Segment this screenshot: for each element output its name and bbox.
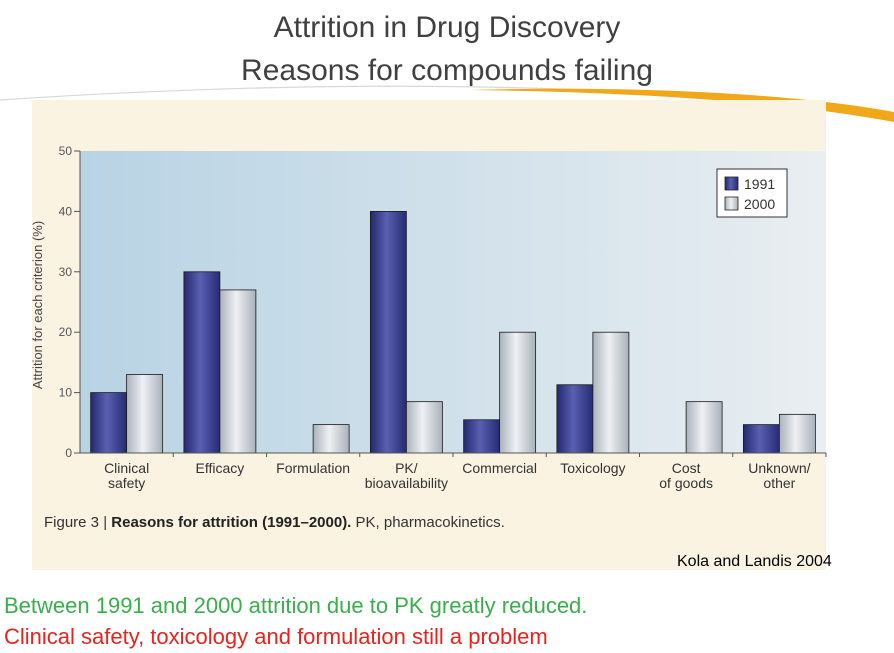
note-still-a-problem: Clinical safety, toxicology and formulat…	[4, 624, 548, 649]
bar-2000	[219, 289, 257, 454]
caption-bold-text: Reasons for attrition (1991–2000).	[111, 514, 352, 531]
x-tick-label-line: PK/	[395, 460, 418, 476]
x-tick-label: Unknown/other	[748, 460, 810, 491]
x-tick-label-line: bioavailability	[365, 475, 448, 491]
bar-2000	[405, 401, 443, 454]
slide-title-line1: Attrition in Drug Discovery	[273, 11, 621, 44]
y-tick-label: 50	[59, 144, 73, 158]
x-tick-label: Toxicology	[560, 460, 625, 476]
legend-swatch-1991	[724, 176, 739, 191]
legend-swatch-2000	[724, 196, 739, 211]
x-tick-label-line: Unknown/	[748, 460, 810, 476]
y-tick-label: 10	[59, 386, 73, 400]
bar-1991	[183, 271, 221, 454]
x-tick-label-line: safety	[108, 475, 145, 491]
x-tick-label-line: Cost	[672, 460, 701, 476]
citation: Kola and Landis 2004	[677, 553, 832, 570]
x-tick-label: Commercial	[462, 460, 537, 476]
x-tick-label-line: Formulation	[276, 460, 350, 476]
x-tick-label-line: Clinical	[104, 460, 149, 476]
x-tick-label-line: Toxicology	[560, 460, 625, 476]
y-tick-label: 40	[59, 204, 73, 218]
x-tick-label: Clinical safety	[104, 460, 149, 491]
legend: 1991 2000	[716, 168, 788, 218]
bar-1991	[369, 210, 407, 454]
bar-2000	[778, 413, 816, 454]
x-tick-label: Efficacy	[195, 460, 244, 476]
slide-title-line2: Reasons for compounds failing	[241, 54, 653, 87]
y-tick-label: 30	[59, 265, 73, 279]
bar-2000	[499, 331, 537, 454]
bar-1991	[463, 419, 501, 454]
bar-2000	[592, 331, 630, 454]
bar-2000	[126, 374, 164, 454]
legend-label: 1991	[744, 176, 775, 192]
x-tick-label-line: Commercial	[462, 460, 537, 476]
note-pk-reduced: Between 1991 and 2000 attrition due to P…	[4, 593, 588, 618]
y-tick-label: 0	[65, 446, 72, 460]
x-tick-label-line: other	[763, 475, 795, 491]
figure-caption: Figure 3 | Reasons for attrition (1991–2…	[44, 514, 505, 531]
x-tick-label: Formulation	[276, 460, 350, 476]
x-tick-label-line: of goods	[659, 475, 713, 491]
caption-rest-text: PK, pharmacokinetics.	[351, 514, 505, 531]
bar-2000	[685, 401, 723, 454]
y-tick-label: 20	[59, 325, 73, 339]
bar-2000	[312, 424, 350, 454]
x-tick-label: Cost of goods	[659, 460, 713, 491]
caption-figure-label: Figure 3 |	[44, 514, 112, 531]
legend-label: 2000	[744, 196, 775, 212]
bar-1991	[90, 392, 128, 454]
bar-1991	[556, 384, 594, 454]
bar-1991	[742, 424, 780, 454]
y-axis-label: Attrition for each criterion (%)	[30, 221, 45, 389]
x-tick-label: PK/bioavailability	[365, 460, 448, 491]
x-tick-label-line: Efficacy	[195, 460, 244, 476]
